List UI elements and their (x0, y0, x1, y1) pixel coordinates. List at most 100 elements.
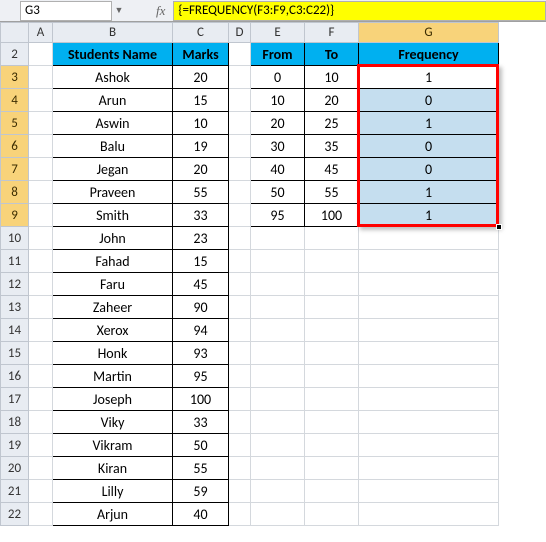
cell-C21[interactable]: 59 (173, 480, 229, 503)
cell-C4[interactable]: 15 (173, 89, 229, 112)
cell-F13[interactable] (305, 296, 359, 319)
cell-E18[interactable] (251, 411, 305, 434)
cell-D18[interactable] (229, 411, 251, 434)
cell-D21[interactable] (229, 480, 251, 503)
cell-F21[interactable] (305, 480, 359, 503)
cell-C13[interactable]: 90 (173, 296, 229, 319)
row-header-18[interactable]: 18 (1, 411, 29, 434)
cell-A15[interactable] (29, 342, 53, 365)
cell-C10[interactable]: 23 (173, 227, 229, 250)
cell-B5[interactable]: Aswin (53, 112, 173, 135)
cell-F15[interactable] (305, 342, 359, 365)
cell-E20[interactable] (251, 457, 305, 480)
row-header-16[interactable]: 16 (1, 365, 29, 388)
cell-A19[interactable] (29, 434, 53, 457)
cell-A11[interactable] (29, 250, 53, 273)
cell-C18[interactable]: 33 (173, 411, 229, 434)
row-header-8[interactable]: 8 (1, 181, 29, 204)
cell-F2[interactable]: To (305, 43, 359, 66)
cell-F5[interactable]: 25 (305, 112, 359, 135)
cell-D14[interactable] (229, 319, 251, 342)
cell-A12[interactable] (29, 273, 53, 296)
cell-B4[interactable]: Arun (53, 89, 173, 112)
cell-A5[interactable] (29, 112, 53, 135)
cell-B11[interactable]: Fahad (53, 250, 173, 273)
cell-D7[interactable] (229, 158, 251, 181)
row-header-21[interactable]: 21 (1, 480, 29, 503)
cell-C6[interactable]: 19 (173, 135, 229, 158)
row-header-15[interactable]: 15 (1, 342, 29, 365)
cell-F4[interactable]: 20 (305, 89, 359, 112)
cell-C14[interactable]: 94 (173, 319, 229, 342)
cell-A21[interactable] (29, 480, 53, 503)
cell-G22[interactable] (359, 503, 499, 526)
col-header-C[interactable]: C (173, 23, 229, 43)
cell-E8[interactable]: 50 (251, 181, 305, 204)
cell-B12[interactable]: Faru (53, 273, 173, 296)
cell-D22[interactable] (229, 503, 251, 526)
cell-D3[interactable] (229, 66, 251, 89)
cell-E4[interactable]: 10 (251, 89, 305, 112)
cell-G21[interactable] (359, 480, 499, 503)
cell-D15[interactable] (229, 342, 251, 365)
cell-D9[interactable] (229, 204, 251, 227)
cell-A3[interactable] (29, 66, 53, 89)
row-header-13[interactable]: 13 (1, 296, 29, 319)
cell-G4[interactable]: 0 (359, 89, 499, 112)
cell-D6[interactable] (229, 135, 251, 158)
cell-D19[interactable] (229, 434, 251, 457)
cell-B15[interactable]: Honk (53, 342, 173, 365)
cell-E22[interactable] (251, 503, 305, 526)
cell-A7[interactable] (29, 158, 53, 181)
cell-G17[interactable] (359, 388, 499, 411)
col-header-F[interactable]: F (305, 23, 359, 43)
cell-E15[interactable] (251, 342, 305, 365)
cell-D8[interactable] (229, 181, 251, 204)
cell-G2[interactable]: Frequency (359, 43, 499, 66)
cell-C8[interactable]: 55 (173, 181, 229, 204)
cell-E13[interactable] (251, 296, 305, 319)
row-header-12[interactable]: 12 (1, 273, 29, 296)
col-header-G[interactable]: G (359, 23, 499, 43)
cell-E10[interactable] (251, 227, 305, 250)
cell-B6[interactable]: Balu (53, 135, 173, 158)
row-header-2[interactable]: 2 (1, 43, 29, 66)
cell-F8[interactable]: 55 (305, 181, 359, 204)
row-header-5[interactable]: 5 (1, 112, 29, 135)
cell-E11[interactable] (251, 250, 305, 273)
cell-D4[interactable] (229, 89, 251, 112)
cell-D17[interactable] (229, 388, 251, 411)
cell-G8[interactable]: 1 (359, 181, 499, 204)
cell-C22[interactable]: 40 (173, 503, 229, 526)
cell-D10[interactable] (229, 227, 251, 250)
row-header-9[interactable]: 9 (1, 204, 29, 227)
cell-B3[interactable]: Ashok (53, 66, 173, 89)
cell-G18[interactable] (359, 411, 499, 434)
cell-C3[interactable]: 20 (173, 66, 229, 89)
cell-C19[interactable]: 50 (173, 434, 229, 457)
cell-D5[interactable] (229, 112, 251, 135)
cell-C5[interactable]: 10 (173, 112, 229, 135)
cell-B10[interactable]: John (53, 227, 173, 250)
cell-F9[interactable]: 100 (305, 204, 359, 227)
cell-E7[interactable]: 40 (251, 158, 305, 181)
cell-F14[interactable] (305, 319, 359, 342)
cell-D16[interactable] (229, 365, 251, 388)
col-header-A[interactable]: A (29, 23, 53, 43)
cell-A20[interactable] (29, 457, 53, 480)
cell-D13[interactable] (229, 296, 251, 319)
cell-F7[interactable]: 45 (305, 158, 359, 181)
cell-G5[interactable]: 1 (359, 112, 499, 135)
name-box-dropdown-icon[interactable]: ▼ (112, 5, 126, 16)
cell-D11[interactable] (229, 250, 251, 273)
cell-G10[interactable] (359, 227, 499, 250)
cell-A8[interactable] (29, 181, 53, 204)
row-header-17[interactable]: 17 (1, 388, 29, 411)
cell-A10[interactable] (29, 227, 53, 250)
cell-E3[interactable]: 0 (251, 66, 305, 89)
cell-A13[interactable] (29, 296, 53, 319)
cell-B9[interactable]: Smith (53, 204, 173, 227)
row-header-19[interactable]: 19 (1, 434, 29, 457)
fill-handle[interactable] (496, 224, 502, 230)
cell-G16[interactable] (359, 365, 499, 388)
